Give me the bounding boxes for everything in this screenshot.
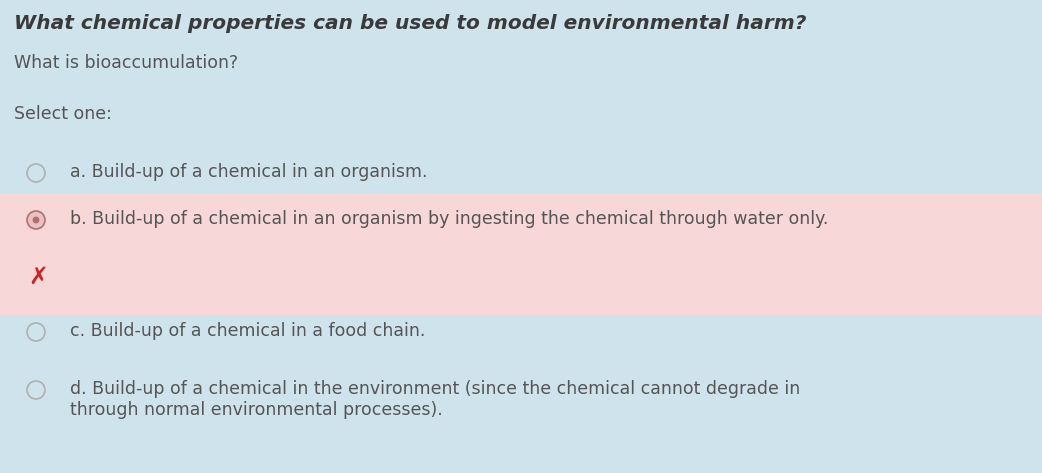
Text: a. Build-up of a chemical in an organism.: a. Build-up of a chemical in an organism… [70,163,427,181]
Circle shape [27,211,45,229]
Circle shape [27,323,45,341]
Circle shape [32,217,40,223]
Text: c. Build-up of a chemical in a food chain.: c. Build-up of a chemical in a food chai… [70,322,425,340]
Text: What chemical properties can be used to model environmental harm?: What chemical properties can be used to … [14,14,807,33]
Text: What is bioaccumulation?: What is bioaccumulation? [14,54,239,72]
Circle shape [27,164,45,182]
Circle shape [27,381,45,399]
Text: Select one:: Select one: [14,105,111,123]
Text: ✗: ✗ [28,265,48,289]
Text: d. Build-up of a chemical in the environment (since the chemical cannot degrade : d. Build-up of a chemical in the environ… [70,380,800,419]
FancyBboxPatch shape [0,193,1042,315]
Text: b. Build-up of a chemical in an organism by ingesting the chemical through water: b. Build-up of a chemical in an organism… [70,210,828,228]
